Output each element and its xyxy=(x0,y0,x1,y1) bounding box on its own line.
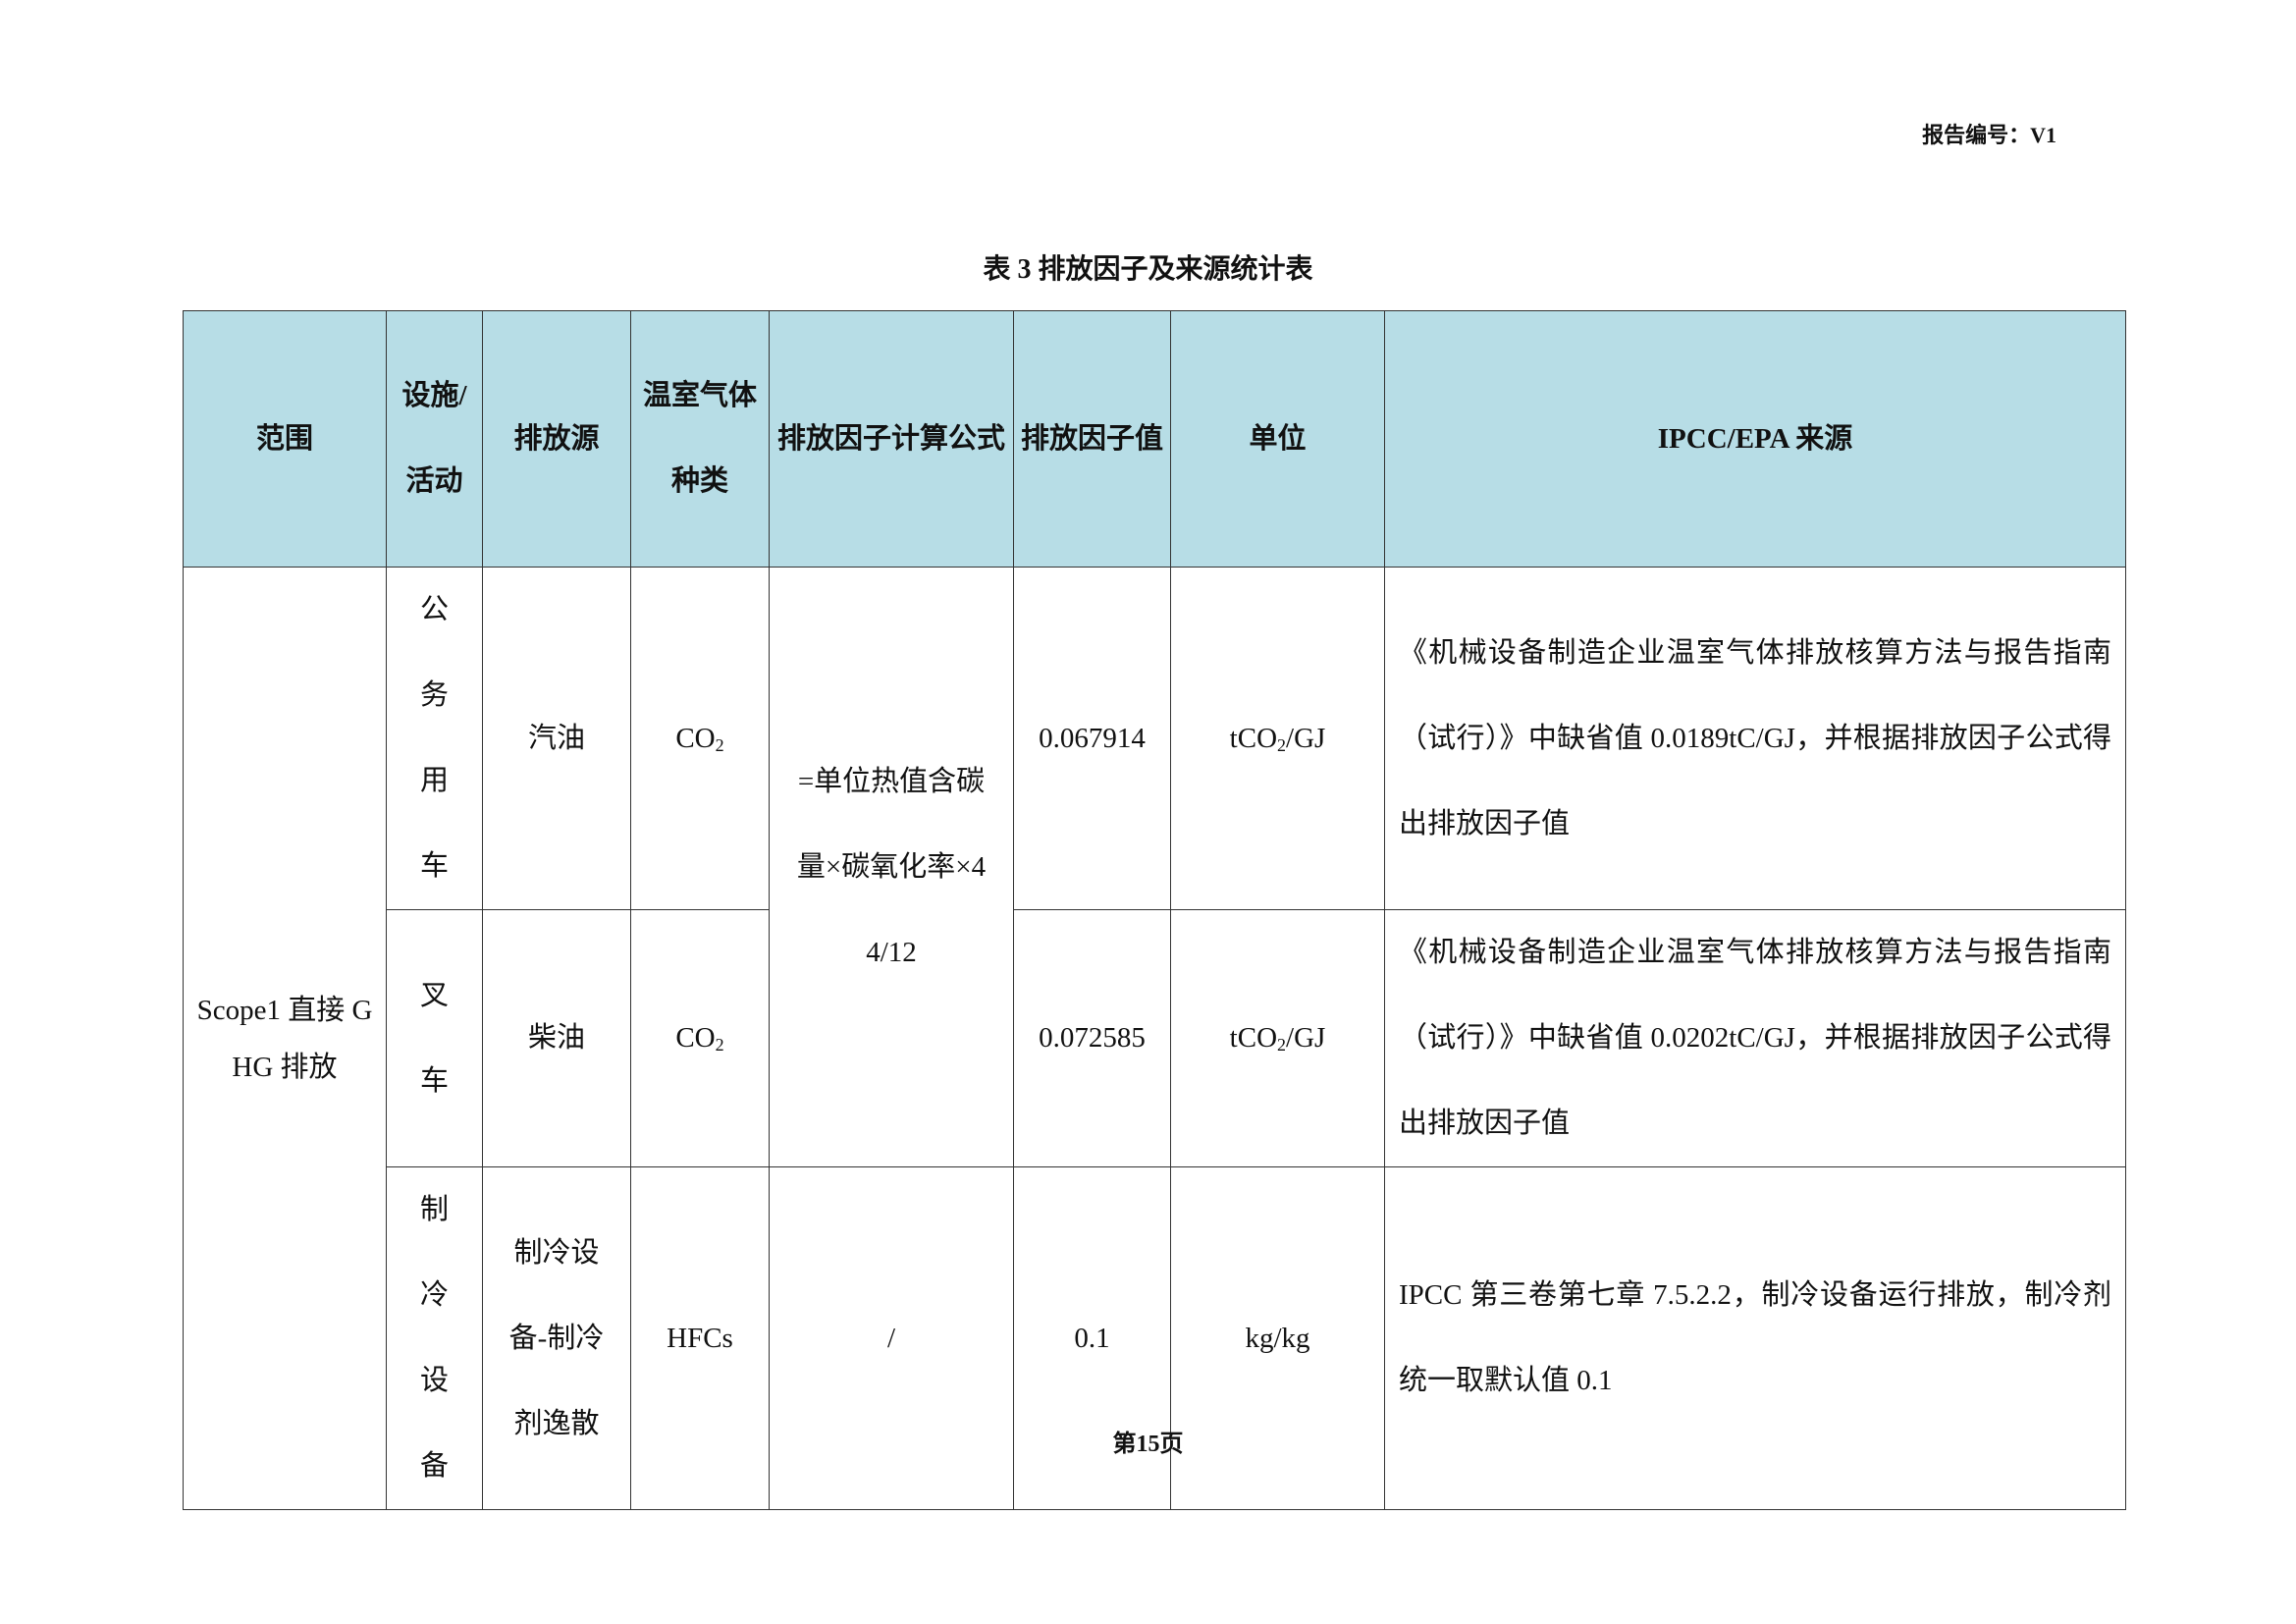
unit-sub: 2 xyxy=(1277,734,1287,755)
unit-pre: tCO xyxy=(1229,1022,1278,1054)
formula-cell: / xyxy=(769,1166,1014,1510)
gas-cell: HFCs xyxy=(630,1166,770,1510)
header-formula: 排放因子计算公式 xyxy=(769,310,1014,568)
gas-cell: CO2 xyxy=(630,909,770,1167)
report-number: 报告编号：V1 xyxy=(1922,123,2056,147)
emission-factor-table: 范围 设施/活动 排放源 温室气体种类 排放因子计算公式 排放因子值 单位 IP… xyxy=(183,310,2126,1510)
value-cell: 0.067914 xyxy=(1013,567,1171,910)
table-caption: 表 3 排放因子及来源统计表 xyxy=(983,254,1313,285)
unit-pre: tCO xyxy=(1229,722,1278,754)
header-reference: IPCC/EPA 来源 xyxy=(1384,310,2126,568)
unit-cell: tCO2/GJ xyxy=(1170,909,1385,1167)
value-cell: 0.1 xyxy=(1013,1166,1171,1510)
gas-sub: 2 xyxy=(715,734,724,755)
table-row: 制冷设备 制冷设备-制冷剂逸散 HFCs / 0.1 kg/kg IPCC 第三… xyxy=(184,1166,2126,1510)
scope-cell: Scope1 直接 GHG 排放 xyxy=(183,567,387,1510)
header-source: 排放源 xyxy=(482,310,631,568)
page-number: 第15页 xyxy=(1112,1432,1184,1457)
source-cell: 汽油 xyxy=(482,567,631,910)
unit-sub: 2 xyxy=(1277,1035,1287,1055)
value-cell: 0.072585 xyxy=(1013,909,1171,1167)
unit-post: /GJ xyxy=(1286,1022,1326,1054)
formula-cell: =单位热值含碳量×碳氧化率×44/12 xyxy=(769,567,1014,1167)
table-row: Scope1 直接 GHG 排放 公务用车 汽油 CO2 =单位热值含碳量×碳氧… xyxy=(183,567,2126,1510)
source-cell: 制冷设备-制冷剂逸散 xyxy=(482,1166,631,1510)
table-row: 叉车 柴油 CO2 0.072585 tCO2/GJ 《机械设备制造企业温室气体… xyxy=(184,909,2126,1167)
facility-cell: 叉车 xyxy=(386,909,483,1167)
unit-cell: kg/kg xyxy=(1170,1166,1385,1510)
gas-base: CO xyxy=(675,722,716,754)
source-cell: 柴油 xyxy=(482,909,631,1167)
header-unit: 单位 xyxy=(1170,310,1385,568)
unit-post: /GJ xyxy=(1286,722,1326,754)
header-row: 范围 设施/活动 排放源 温室气体种类 排放因子计算公式 排放因子值 单位 IP… xyxy=(183,310,2126,568)
header-value: 排放因子值 xyxy=(1013,310,1171,568)
reference-cell: 《机械设备制造企业温室气体排放核算方法与报告指南 （试行）》中缺省值 0.020… xyxy=(1384,909,2126,1167)
gas-base: CO xyxy=(675,1022,716,1054)
header-scope: 范围 xyxy=(183,310,387,568)
reference-cell: IPCC 第三卷第七章 7.5.2.2，制冷设备运行排放，制冷剂统一取默认值 0… xyxy=(1384,1166,2126,1510)
reference-cell: 《机械设备制造企业温室气体排放核算方法与报告指南 （试行）》中缺省值 0.018… xyxy=(1384,567,2126,910)
unit-cell: tCO2/GJ xyxy=(1170,567,1385,910)
facility-cell: 制冷设备 xyxy=(386,1166,483,1510)
gas-cell: CO2 xyxy=(630,567,770,910)
header-gas: 温室气体种类 xyxy=(630,310,770,568)
facility-cell: 公务用车 xyxy=(386,567,483,910)
gas-sub: 2 xyxy=(715,1035,724,1055)
header-facility: 设施/活动 xyxy=(386,310,483,568)
